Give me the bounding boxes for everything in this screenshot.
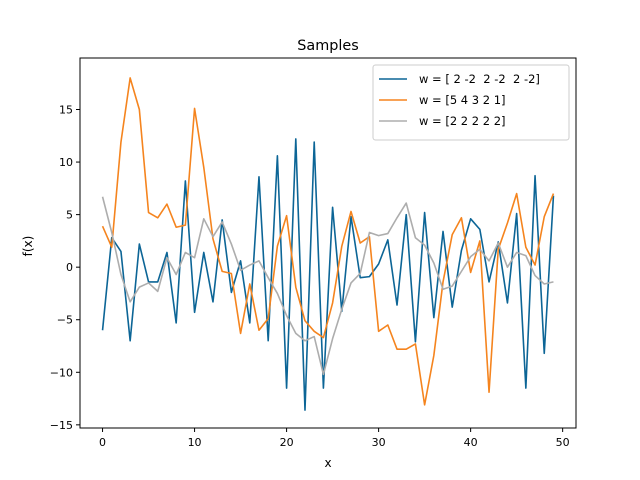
series-group bbox=[101, 77, 555, 411]
y-tick-label: −10 bbox=[50, 366, 73, 379]
legend: w = [ 2 -2 2 -2 2 -2] w = [5 4 3 2 1] w = … bbox=[372, 64, 570, 141]
y-axis-label: f(x) bbox=[21, 236, 35, 257]
axis-ticks: 0 10 20 30 40 50 −15 −10 −5 0 5 10 15 bbox=[50, 104, 570, 449]
legend-box bbox=[372, 64, 570, 141]
x-tick-label: 50 bbox=[556, 436, 570, 449]
chart-title: Samples bbox=[297, 38, 358, 54]
x-tick-label: 10 bbox=[188, 436, 202, 449]
series-line-2 bbox=[101, 77, 555, 406]
plot-frame bbox=[79, 57, 577, 429]
x-axis-label: x bbox=[324, 456, 331, 470]
legend-label-3: w = [2 2 2 2 2] bbox=[419, 114, 506, 128]
y-tick-label: 0 bbox=[66, 261, 73, 274]
y-tick-label: −15 bbox=[50, 419, 73, 432]
y-tick-label: 5 bbox=[66, 209, 73, 222]
series-line-1 bbox=[101, 138, 555, 411]
x-tick-label: 0 bbox=[99, 436, 106, 449]
y-tick-label: 10 bbox=[59, 156, 73, 169]
legend-label-1: w = [ 2 -2 2 -2 2 -2] bbox=[419, 72, 540, 86]
y-tick-label: −5 bbox=[57, 314, 73, 327]
y-tick-label: 15 bbox=[59, 104, 73, 117]
series-line-3 bbox=[101, 196, 554, 376]
legend-label-2: w = [5 4 3 2 1] bbox=[419, 93, 506, 107]
x-tick-label: 20 bbox=[280, 436, 294, 449]
x-tick-label: 40 bbox=[464, 436, 478, 449]
x-tick-label: 30 bbox=[372, 436, 386, 449]
